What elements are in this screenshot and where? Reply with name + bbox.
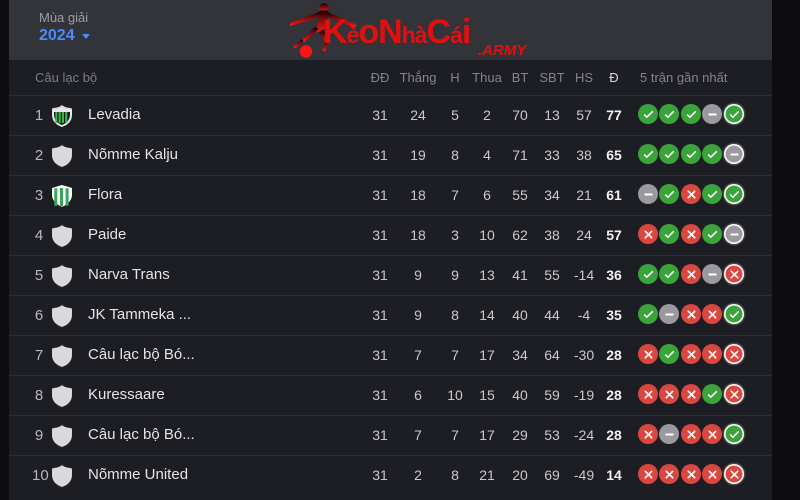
svg-text:.ARMY: .ARMY <box>478 42 528 58</box>
svg-text:KèoNhàCái: KèoNhàCái <box>323 13 470 51</box>
